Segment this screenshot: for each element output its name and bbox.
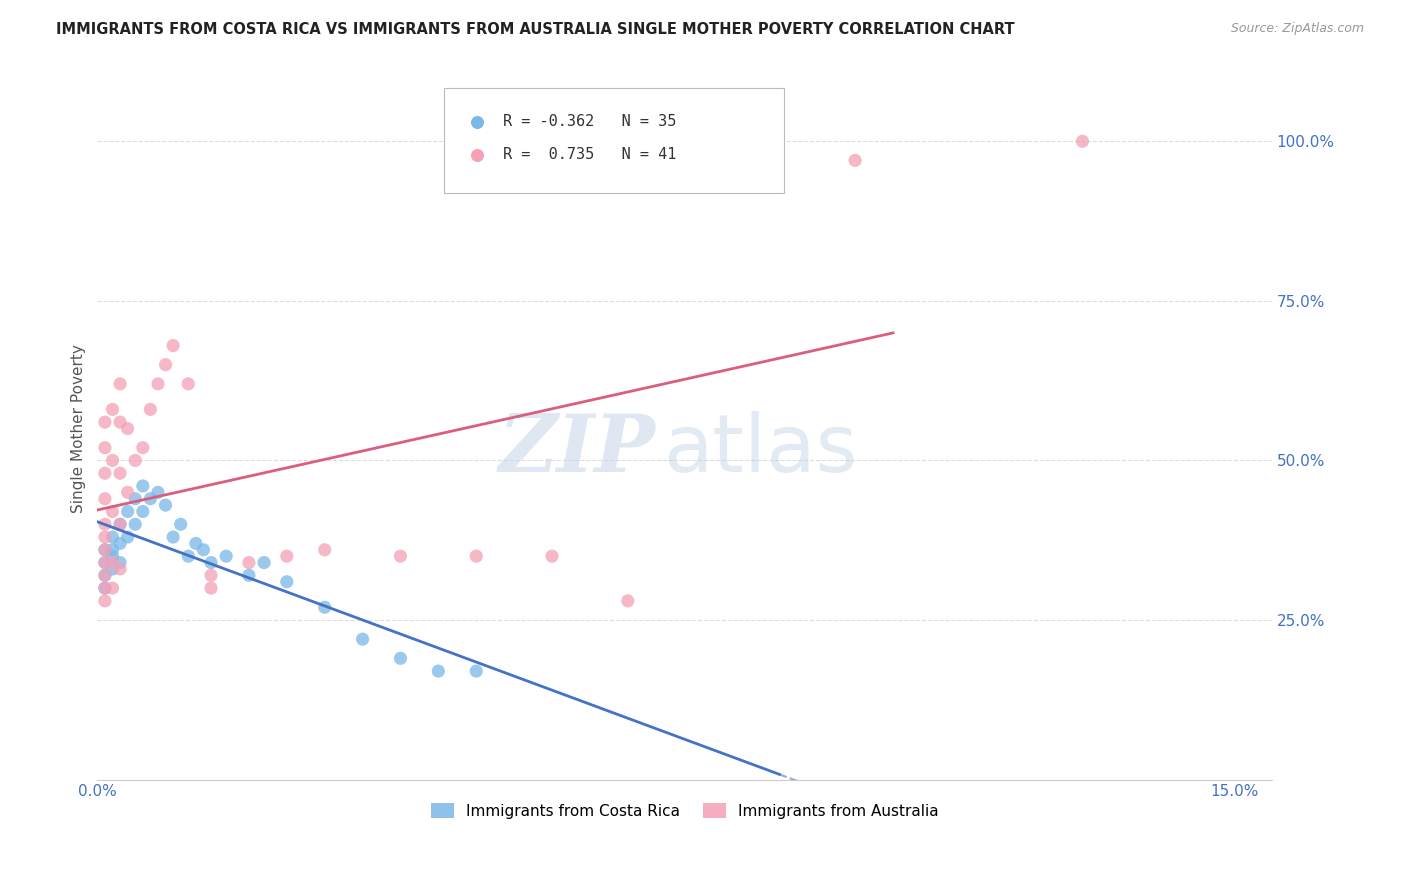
Point [117, 485, 139, 500]
Text: ZIP: ZIP [498, 411, 655, 488]
Point [101, 530, 124, 544]
Point [108, 562, 131, 576]
Point [146, 485, 169, 500]
Point [124, 517, 146, 532]
Point [108, 517, 131, 532]
Point [465, 549, 488, 564]
Point [200, 556, 222, 570]
Point [276, 549, 298, 564]
Point [94, 467, 117, 481]
Point [117, 421, 139, 435]
Point [389, 549, 412, 564]
Point [108, 536, 131, 550]
Point [162, 530, 184, 544]
Point [108, 467, 131, 481]
Point [94, 491, 117, 506]
Point [389, 651, 412, 665]
Text: Source: ZipAtlas.com: Source: ZipAtlas.com [1230, 22, 1364, 36]
Point [94, 581, 117, 595]
Point [94, 581, 117, 595]
Point [108, 517, 131, 532]
Point [101, 562, 124, 576]
Legend: Immigrants from Costa Rica, Immigrants from Australia: Immigrants from Costa Rica, Immigrants f… [425, 797, 945, 824]
Point [238, 556, 260, 570]
Point [427, 664, 450, 678]
Point [162, 338, 184, 352]
Point [94, 568, 117, 582]
Point [177, 549, 200, 564]
Point [94, 415, 117, 429]
Point [94, 568, 117, 582]
Point [94, 556, 117, 570]
Point [132, 504, 155, 518]
Point [108, 556, 131, 570]
Text: IMMIGRANTS FROM COSTA RICA VS IMMIGRANTS FROM AUSTRALIA SINGLE MOTHER POVERTY CO: IMMIGRANTS FROM COSTA RICA VS IMMIGRANTS… [56, 22, 1015, 37]
Point [200, 581, 222, 595]
Point [101, 549, 124, 564]
Point [94, 542, 117, 557]
Point [139, 402, 162, 417]
Point [617, 594, 640, 608]
Text: R = -0.362   N = 35: R = -0.362 N = 35 [502, 114, 676, 129]
Point [101, 556, 124, 570]
Text: R =  0.735   N = 41: R = 0.735 N = 41 [502, 147, 676, 162]
Point [146, 376, 169, 391]
FancyBboxPatch shape [444, 88, 785, 194]
Point [101, 504, 124, 518]
Point [844, 153, 866, 168]
Point [94, 530, 117, 544]
Point [215, 549, 238, 564]
Point [155, 498, 177, 512]
Point [200, 568, 222, 582]
Point [124, 491, 146, 506]
Point [94, 542, 117, 557]
Point [117, 504, 139, 518]
Point [101, 402, 124, 417]
Point [117, 530, 139, 544]
Point [314, 542, 336, 557]
Point [177, 376, 200, 391]
Point [541, 549, 564, 564]
Point [108, 376, 131, 391]
Point [108, 415, 131, 429]
Point [352, 632, 374, 647]
Point [184, 536, 207, 550]
Point [94, 517, 117, 532]
Point [193, 542, 215, 557]
Point [1071, 134, 1094, 148]
Point [124, 453, 146, 467]
Point [94, 556, 117, 570]
Point [132, 479, 155, 493]
Point [94, 594, 117, 608]
Point [276, 574, 298, 589]
Y-axis label: Single Mother Poverty: Single Mother Poverty [72, 344, 86, 513]
Point [155, 358, 177, 372]
Point [170, 517, 193, 532]
Point [465, 664, 488, 678]
Point [94, 441, 117, 455]
Point [101, 542, 124, 557]
Point [101, 453, 124, 467]
Point [101, 581, 124, 595]
Point [314, 600, 336, 615]
Point [132, 441, 155, 455]
Point [238, 568, 260, 582]
Point [139, 491, 162, 506]
Point [253, 556, 276, 570]
Text: atlas: atlas [664, 410, 858, 489]
